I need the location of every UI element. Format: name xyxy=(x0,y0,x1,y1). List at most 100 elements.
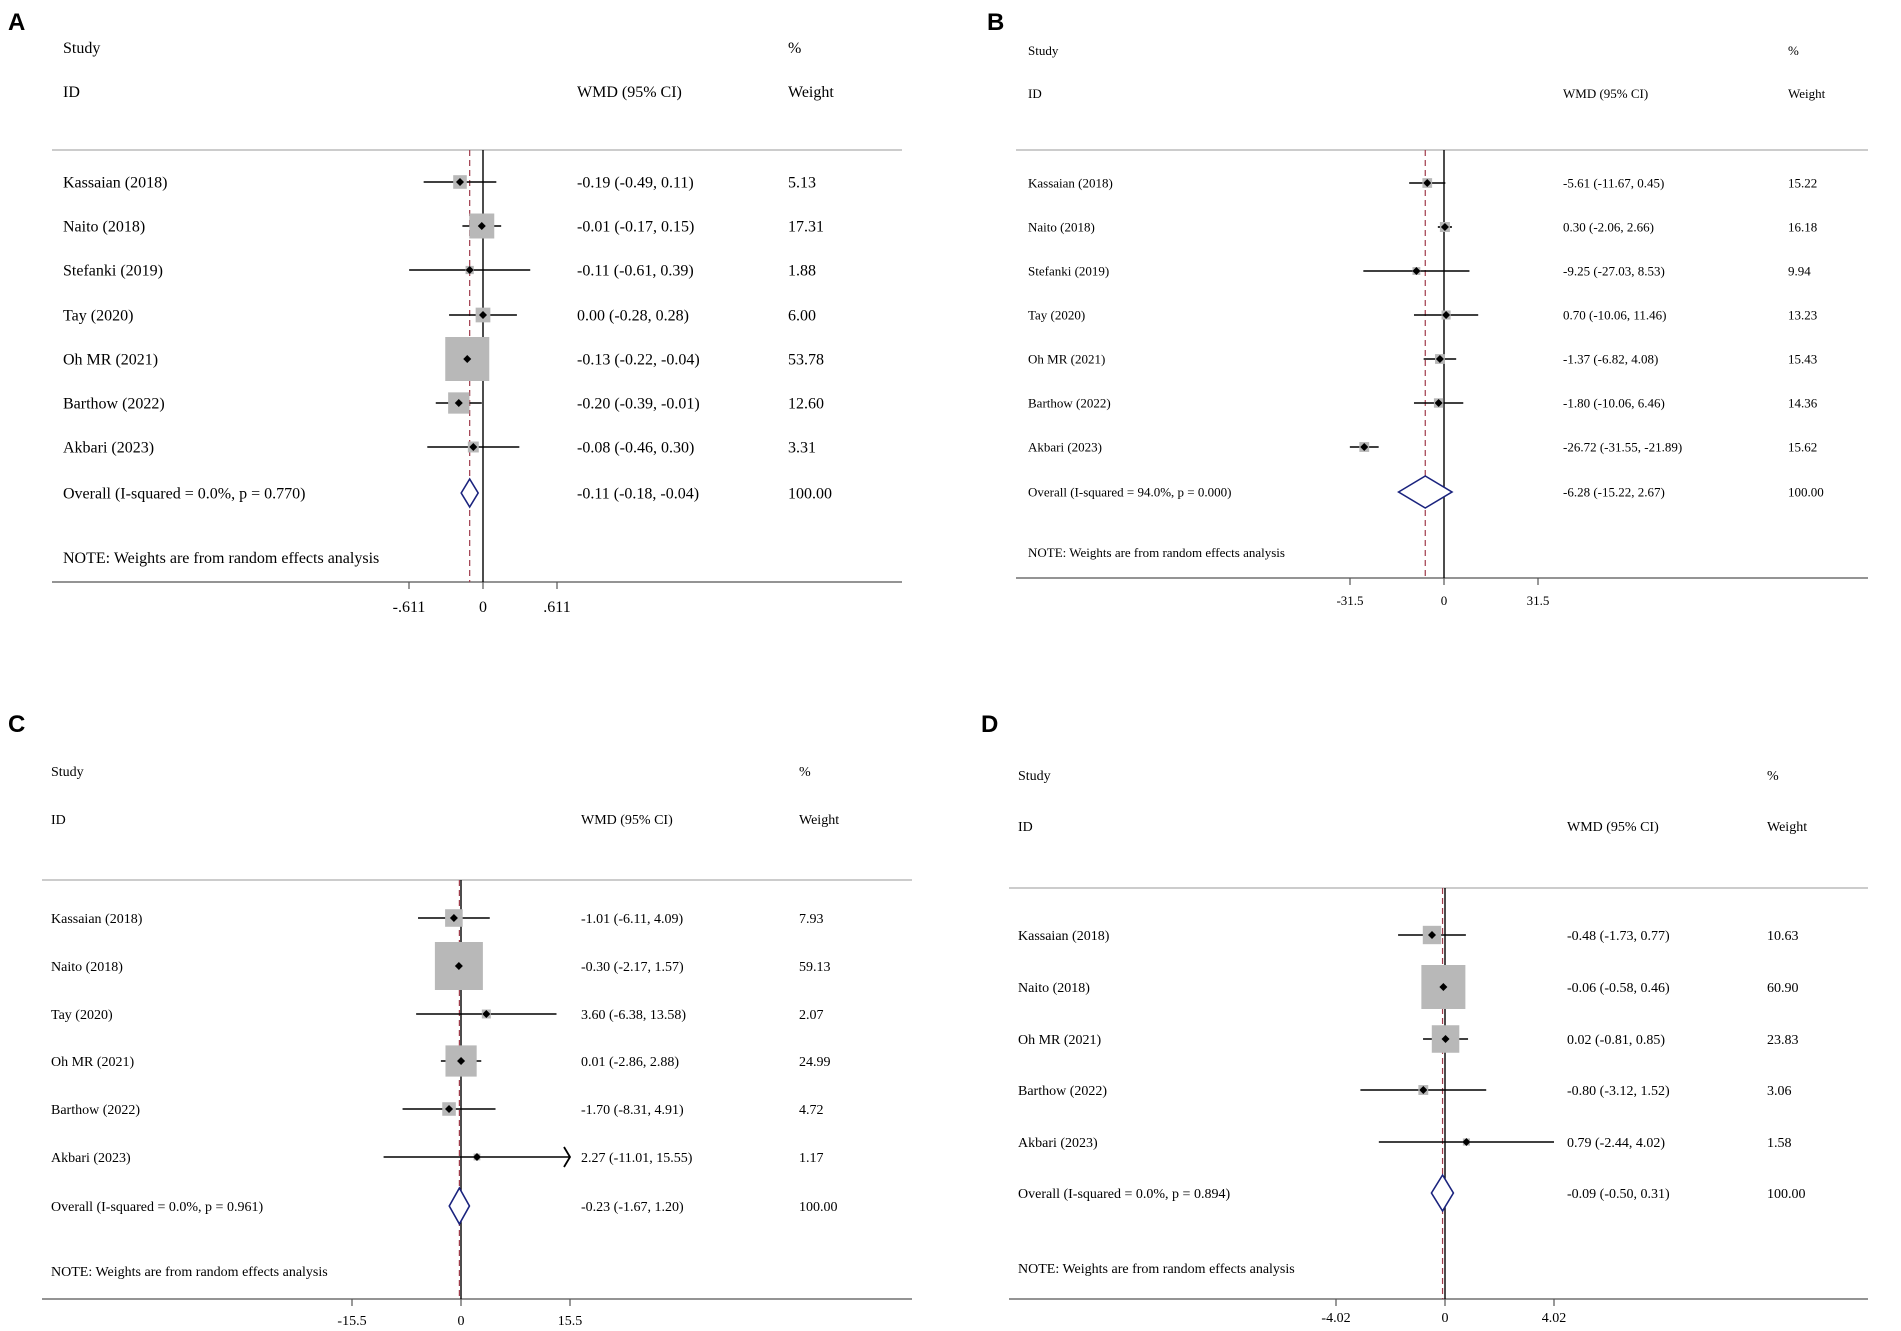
study-row: Naito (2018) -0.01 (-0.17, 0.15) 17.31 xyxy=(63,213,824,239)
header-effect: WMD (95% CI) xyxy=(1563,86,1648,101)
weight-value: 24.99 xyxy=(799,1055,831,1070)
study-label: Naito (2018) xyxy=(1018,981,1090,996)
weight-value: 15.62 xyxy=(1788,440,1817,455)
point-estimate xyxy=(477,222,486,230)
weight-value: 15.22 xyxy=(1788,176,1817,191)
study-label: Oh MR (2021) xyxy=(1018,1033,1102,1048)
header-id: ID xyxy=(1028,86,1042,101)
ci-value: 3.60 (-6.38, 13.58) xyxy=(581,1008,686,1023)
study-row: Barthow (2022) -0.20 (-0.39, -0.01) 12.60 xyxy=(63,392,824,414)
weight-value: 23.83 xyxy=(1767,1033,1799,1048)
header-effect: WMD (95% CI) xyxy=(1567,820,1659,835)
point-estimate xyxy=(469,443,478,451)
point-estimate xyxy=(1442,311,1451,319)
study-label: Barthow (2022) xyxy=(51,1103,140,1118)
overall-weight-value: 100.00 xyxy=(788,486,832,503)
study-label: Tay (2020) xyxy=(51,1008,113,1023)
study-label: Oh MR (2021) xyxy=(1028,352,1105,367)
point-estimate xyxy=(455,178,464,186)
weight-value: 10.63 xyxy=(1767,929,1799,944)
weights-note: NOTE: Weights are from random effects an… xyxy=(51,1265,328,1280)
weights-note: NOTE: Weights are from random effects an… xyxy=(63,550,379,567)
ci-value: -5.61 (-11.67, 0.45) xyxy=(1563,176,1664,191)
ci-value: -0.19 (-0.49, 0.11) xyxy=(577,175,694,192)
study-label: Kassaian (2018) xyxy=(63,175,167,192)
ci-value: 0.02 (-0.81, 0.85) xyxy=(1567,1033,1665,1048)
forest-panel-a: A Study ID WMD (95% CI)% Weight Kassaian (201… xyxy=(8,9,902,616)
study-row: Tay (2020) 0.00 (-0.28, 0.28) 6.00 xyxy=(63,308,816,325)
point-estimate xyxy=(454,962,463,970)
point-estimate xyxy=(454,399,463,407)
x-tick-label: .611 xyxy=(543,599,570,616)
weight-value: 17.31 xyxy=(788,219,824,236)
panel-label: A xyxy=(8,9,25,36)
study-row: Barthow (2022) -0.80 (-3.12, 1.52) 3.06 xyxy=(1018,1084,1792,1099)
header-effect: WMD (95% CI) xyxy=(581,813,673,828)
point-estimate xyxy=(1435,355,1444,363)
weight-value: 3.31 xyxy=(788,440,816,457)
x-tick-label: -.611 xyxy=(393,599,426,616)
study-row: Naito (2018) -0.30 (-2.17, 1.57) 59.13 xyxy=(51,942,831,990)
study-row: Tay (2020) 0.70 (-10.06, 11.46) 13.23 xyxy=(1028,308,1817,323)
ci-value: 0.79 (-2.44, 4.02) xyxy=(1567,1136,1665,1151)
ci-value: 0.01 (-2.86, 2.88) xyxy=(581,1055,679,1070)
ci-value: -26.72 (-31.55, -21.89) xyxy=(1563,440,1682,455)
weight-value: 7.93 xyxy=(799,912,824,927)
point-estimate xyxy=(1462,1138,1471,1146)
ci-value: 0.00 (-0.28, 0.28) xyxy=(577,308,689,325)
x-tick-label: 4.02 xyxy=(1542,1311,1567,1326)
header-study: Study xyxy=(63,40,100,57)
ci-value: -0.13 (-0.22, -0.04) xyxy=(577,352,700,369)
point-estimate xyxy=(482,1010,491,1018)
panel-label: B xyxy=(987,9,1004,36)
header-id: ID xyxy=(51,813,66,828)
study-row: Oh MR (2021) 0.02 (-0.81, 0.85) 23.83 xyxy=(1018,1025,1799,1053)
ci-value: 0.30 (-2.06, 2.66) xyxy=(1563,220,1654,235)
point-estimate xyxy=(1423,179,1432,187)
ci-value: -0.80 (-3.12, 1.52) xyxy=(1567,1084,1670,1099)
weight-value: 9.94 xyxy=(1788,264,1811,279)
overall-diamond xyxy=(1397,475,1454,509)
point-estimate xyxy=(1412,267,1421,275)
point-estimate xyxy=(465,266,474,274)
forest-panel-c: C Study ID WMD (95% CI)% Weight Kassaian (201… xyxy=(8,711,912,1329)
forest-panel-b: B Study ID WMD (95% CI)% Weight Kassaian (201… xyxy=(987,9,1868,608)
study-row: Naito (2018) 0.30 (-2.06, 2.66) 16.18 xyxy=(1028,220,1817,235)
x-tick-label: 0 xyxy=(1442,1311,1449,1326)
study-label: Tay (2020) xyxy=(1028,308,1085,323)
overall-row: Overall (I-squared = 0.0%, p = 0.961) -0.… xyxy=(51,1186,838,1226)
ci-value: -0.30 (-2.17, 1.57) xyxy=(581,960,684,975)
weight-value: 13.23 xyxy=(1788,308,1817,323)
overall-ci-value: -0.23 (-1.67, 1.20) xyxy=(581,1200,684,1215)
ci-value: -1.37 (-6.82, 4.08) xyxy=(1563,352,1658,367)
forest-panel-d: D Study ID WMD (95% CI)% Weight Kassaian (201… xyxy=(981,711,1868,1326)
ci-value: -0.48 (-1.73, 0.77) xyxy=(1567,929,1670,944)
point-estimate xyxy=(449,914,458,922)
study-label: Barthow (2022) xyxy=(63,396,165,413)
overall-diamond xyxy=(448,1186,471,1226)
weight-value: 14.36 xyxy=(1788,396,1818,411)
study-row: Stefanki (2019) -0.11 (-0.61, 0.39) 1.88 xyxy=(63,263,816,280)
overall-row: Overall (I-squared = 94.0%, p = 0.000) -6… xyxy=(1028,475,1824,509)
overall-ci-value: -0.11 (-0.18, -0.04) xyxy=(577,486,699,503)
study-row: Akbari (2023) 0.79 (-2.44, 4.02) 1.58 xyxy=(1018,1136,1792,1151)
study-label: Kassaian (2018) xyxy=(1028,176,1113,191)
study-label: Akbari (2023) xyxy=(1028,440,1102,455)
study-row: Akbari (2023) -26.72 (-31.55, -21.89) 15.6… xyxy=(1028,440,1817,455)
overall-label: Overall (I-squared = 0.0%, p = 0.894) xyxy=(1018,1187,1230,1202)
study-row: Oh MR (2021) 0.01 (-2.86, 2.88) 24.99 xyxy=(51,1045,831,1077)
header-study: Study xyxy=(1028,43,1059,58)
header-id: ID xyxy=(63,84,80,101)
study-label: Akbari (2023) xyxy=(51,1151,131,1166)
study-label: Naito (2018) xyxy=(51,960,123,975)
weight-value: 6.00 xyxy=(788,308,816,325)
weights-note: NOTE: Weights are from random effects an… xyxy=(1028,545,1285,560)
study-row: Kassaian (2018) -5.61 (-11.67, 0.45) 15.22 xyxy=(1028,176,1817,191)
ci-value: -1.01 (-6.11, 4.09) xyxy=(581,912,683,927)
ci-value: -9.25 (-27.03, 8.53) xyxy=(1563,264,1665,279)
weight-value: 59.13 xyxy=(799,960,831,975)
overall-weight-value: 100.00 xyxy=(799,1200,838,1215)
x-tick-label: 31.5 xyxy=(1527,593,1550,608)
weight-value: 1.58 xyxy=(1767,1136,1792,1151)
